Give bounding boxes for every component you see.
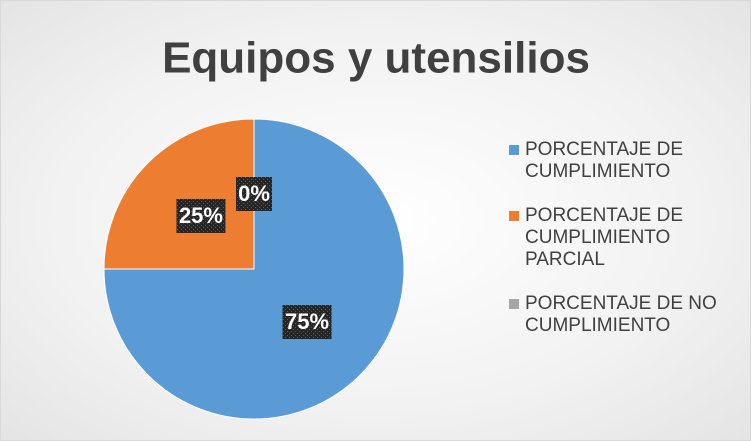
data-label: 25% [179, 203, 223, 228]
legend-swatch [509, 299, 519, 309]
data-label-box [176, 198, 226, 233]
chart-title: Equipos y utensilios [162, 34, 590, 83]
legend-label: PORCENTAJE DE NO CUMPLIMIENTO [525, 293, 717, 336]
legend-item: PORCENTAJE DE CUMPLIMIENTO [509, 139, 739, 183]
data-label-box [236, 177, 272, 211]
legend-item: PORCENTAJE DE NO CUMPLIMIENTO [509, 293, 739, 337]
data-label: 0% [238, 181, 270, 206]
legend-label: PORCENTAJE DE CUMPLIMIENTO PARCIAL [525, 205, 684, 270]
legend-swatch [509, 145, 519, 155]
legend-item: PORCENTAJE DE CUMPLIMIENTO PARCIAL [509, 205, 739, 271]
pie-slice [103, 118, 255, 270]
data-label-box [282, 305, 332, 340]
legend-label: PORCENTAJE DE CUMPLIMIENTO [525, 139, 684, 182]
data-label: 75% [285, 309, 329, 334]
legend: PORCENTAJE DE CUMPLIMIENTO PORCENTAJE DE … [509, 139, 739, 337]
pie-slice [103, 118, 405, 420]
legend-swatch [509, 211, 519, 221]
